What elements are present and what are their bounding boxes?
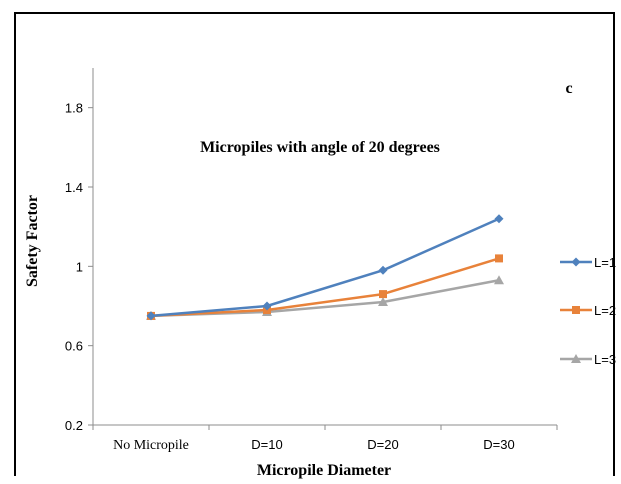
x-tick-label: D=30 [483,437,514,452]
plot-area [146,214,504,321]
y-tick-label: 1.4 [65,180,83,195]
legend-item-l2: L=2 [560,303,616,318]
data-point-l1 [262,301,272,311]
series-line-l2 [150,257,500,318]
legend-item-l3: L=3 [560,352,616,367]
legend-item-l1: L=1 [560,255,616,270]
chart-frame [14,12,615,476]
data-point-l1 [378,265,388,275]
chart-title: Micropiles with angle of 20 degrees [200,139,440,156]
y-tick-label: 1.8 [65,101,83,116]
legend-label-l1: L=1 [594,255,616,270]
y-tick-label: 1 [76,259,83,274]
y-tick-label: 0.2 [65,418,83,433]
data-point-l1 [146,311,156,321]
legend-marker-l2 [572,306,580,314]
legend-marker-l3 [571,354,581,363]
series-l1 [146,214,504,321]
legend-marker-l1 [571,257,581,267]
legend-label-l3: L=3 [594,352,616,367]
panel-label: c [565,80,572,97]
data-point-l2 [379,290,387,299]
axes [88,68,558,430]
legend-label-l2: L=2 [594,303,616,318]
data-point-l1 [494,214,504,224]
x-tick-label: D=20 [367,437,398,452]
tick-labels: 0.2 0.6 1 1.4 1.8 No Micropile D=10 D=20 D=30 [65,101,515,453]
y-tick-label: 0.6 [65,339,83,354]
y-axis-label: Safety Factor [24,195,41,287]
x-axis-label: Micropile Diameter [257,462,391,479]
data-point-l3 [378,297,388,307]
x-tick-label: D=10 [251,437,282,452]
legend: L=1 L=2 L=3 [560,255,616,367]
x-tick-label: No Micropile [113,438,189,453]
series-line-l1 [150,217,500,318]
data-point-l2 [495,254,503,263]
data-point-l3 [494,275,504,285]
